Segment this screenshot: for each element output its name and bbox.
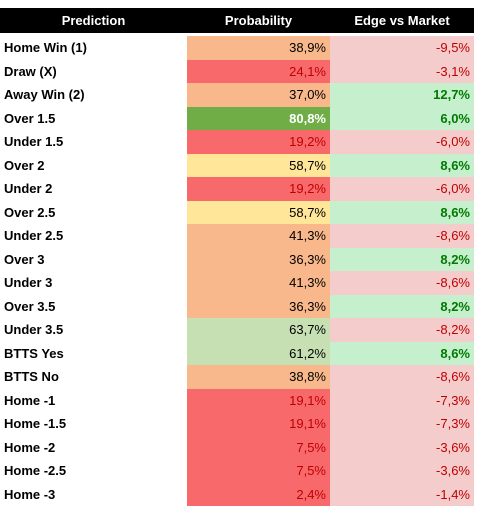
prediction-cell: Under 3.5 (0, 318, 187, 342)
prediction-table: Prediction Probability Edge vs Market Ho… (0, 8, 474, 506)
prediction-cell: Home Win (1) (0, 36, 187, 60)
edge-cell: 6,0% (330, 107, 474, 131)
prediction-cell: Over 3.5 (0, 295, 187, 319)
edge-cell: 8,6% (330, 154, 474, 178)
probability-cell: 61,2% (187, 342, 330, 366)
probability-cell: 7,5% (187, 436, 330, 460)
prediction-cell: Under 1.5 (0, 130, 187, 154)
prediction-cell: Home -1 (0, 389, 187, 413)
edge-cell: -6,0% (330, 177, 474, 201)
edge-cell: 8,6% (330, 201, 474, 225)
probability-cell: 36,3% (187, 248, 330, 272)
header-cell: Edge vs Market (330, 8, 474, 33)
probability-cell: 37,0% (187, 83, 330, 107)
header-row: Prediction Probability Edge vs Market (0, 8, 474, 33)
table-row: Home Win (1)38,9%-9,5% (0, 36, 474, 60)
prediction-cell: Over 3 (0, 248, 187, 272)
prediction-cell: Under 3 (0, 271, 187, 295)
prediction-cell: Over 2.5 (0, 201, 187, 225)
table-row: Draw (X)24,1%-3,1% (0, 60, 474, 84)
edge-cell: -8,6% (330, 271, 474, 295)
edge-cell: -7,3% (330, 389, 474, 413)
probability-cell: 38,9% (187, 36, 330, 60)
probability-cell: 2,4% (187, 483, 330, 506)
edge-cell: -9,5% (330, 36, 474, 60)
prediction-cell: Home -1.5 (0, 412, 187, 436)
prediction-cell: BTTS No (0, 365, 187, 389)
edge-cell: -6,0% (330, 130, 474, 154)
probability-cell: 7,5% (187, 459, 330, 483)
edge-cell: 8,2% (330, 295, 474, 319)
prediction-cell: Under 2 (0, 177, 187, 201)
probability-cell: 58,7% (187, 154, 330, 178)
table-row: Away Win (2)37,0%12,7% (0, 83, 474, 107)
probability-cell: 38,8% (187, 365, 330, 389)
edge-cell: -1,4% (330, 483, 474, 506)
prediction-cell: Home -2 (0, 436, 187, 460)
prediction-cell: Under 2.5 (0, 224, 187, 248)
probability-cell: 41,3% (187, 271, 330, 295)
prediction-cell: Over 1.5 (0, 107, 187, 131)
header-cell: Probability (187, 8, 330, 33)
probability-cell: 19,2% (187, 177, 330, 201)
header-cell: Prediction (0, 8, 187, 33)
prediction-cell: Away Win (2) (0, 83, 187, 107)
edge-cell: -3,6% (330, 436, 474, 460)
probability-cell: 80,8% (187, 107, 330, 131)
prediction-cell: Home -3 (0, 483, 187, 506)
probability-cell: 36,3% (187, 295, 330, 319)
edge-cell: -8,2% (330, 318, 474, 342)
edge-cell: 8,2% (330, 248, 474, 272)
edge-cell: -3,6% (330, 459, 474, 483)
prediction-cell: Over 2 (0, 154, 187, 178)
probability-cell: 19,2% (187, 130, 330, 154)
edge-cell: -8,6% (330, 224, 474, 248)
probability-cell: 58,7% (187, 201, 330, 225)
edge-cell: 8,6% (330, 342, 474, 366)
probability-cell: 63,7% (187, 318, 330, 342)
prediction-cell: BTTS Yes (0, 342, 187, 366)
probability-cell: 41,3% (187, 224, 330, 248)
probability-cell: 19,1% (187, 389, 330, 413)
edge-cell: -3,1% (330, 60, 474, 84)
probability-cell: 19,1% (187, 412, 330, 436)
edge-cell: -7,3% (330, 412, 474, 436)
prediction-cell: Draw (X) (0, 60, 187, 84)
edge-cell: 12,7% (330, 83, 474, 107)
probability-cell: 24,1% (187, 60, 330, 84)
prediction-cell: Home -2.5 (0, 459, 187, 483)
edge-cell: -8,6% (330, 365, 474, 389)
